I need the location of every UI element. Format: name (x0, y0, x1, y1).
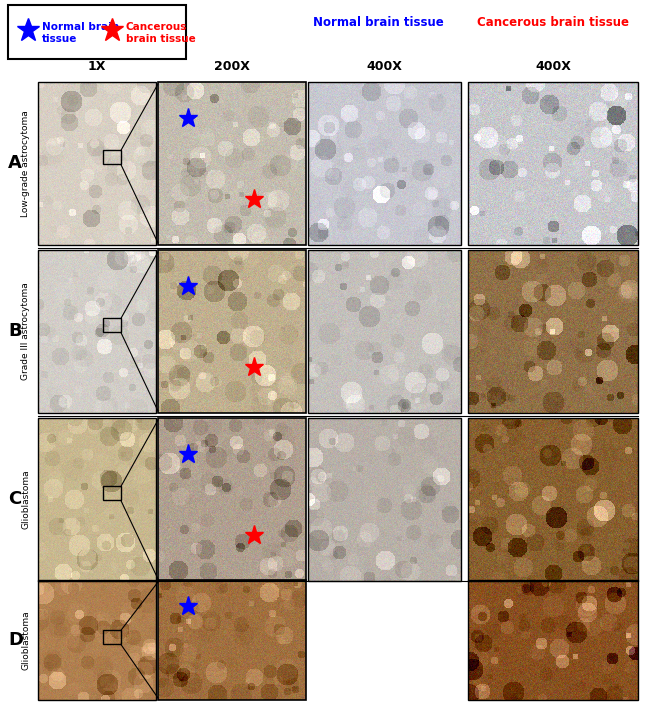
Text: 400X: 400X (535, 60, 571, 72)
Bar (158, 250, 306, 413)
Bar (158, 82, 306, 245)
Bar (158, 418, 306, 581)
Text: D: D (8, 631, 23, 649)
Text: B: B (8, 323, 21, 340)
Text: Normal brain tissue: Normal brain tissue (313, 16, 443, 28)
Text: 400X: 400X (366, 60, 402, 72)
Text: Glioblastoma: Glioblastoma (21, 469, 31, 530)
Text: Glioblastoma: Glioblastoma (21, 610, 31, 670)
Text: Cancerous brain tissue: Cancerous brain tissue (477, 16, 629, 28)
Text: Grade III astrocytoma: Grade III astrocytoma (21, 283, 31, 380)
Bar (8, 5, 186, 59)
Bar (103, 486, 121, 501)
Text: A: A (8, 155, 22, 172)
Bar (103, 630, 121, 644)
Bar (158, 580, 306, 700)
Bar (38, 82, 156, 245)
Bar (103, 318, 121, 333)
Bar (103, 150, 121, 164)
Bar (38, 580, 156, 700)
Bar (468, 82, 638, 245)
Bar (468, 580, 638, 700)
Bar (308, 418, 461, 581)
Bar (308, 82, 461, 245)
Bar (38, 418, 156, 581)
Text: Normal brain
tissue: Normal brain tissue (42, 22, 119, 43)
Text: Low-grade astrocytoma: Low-grade astrocytoma (21, 110, 31, 217)
Text: 1X: 1X (88, 60, 106, 72)
Bar (468, 250, 638, 413)
Text: C: C (8, 491, 21, 508)
Text: Cancerous
brain tissue: Cancerous brain tissue (126, 22, 196, 43)
Text: 200X: 200X (214, 60, 250, 72)
Bar (308, 250, 461, 413)
Bar (38, 250, 156, 413)
Bar (468, 418, 638, 581)
